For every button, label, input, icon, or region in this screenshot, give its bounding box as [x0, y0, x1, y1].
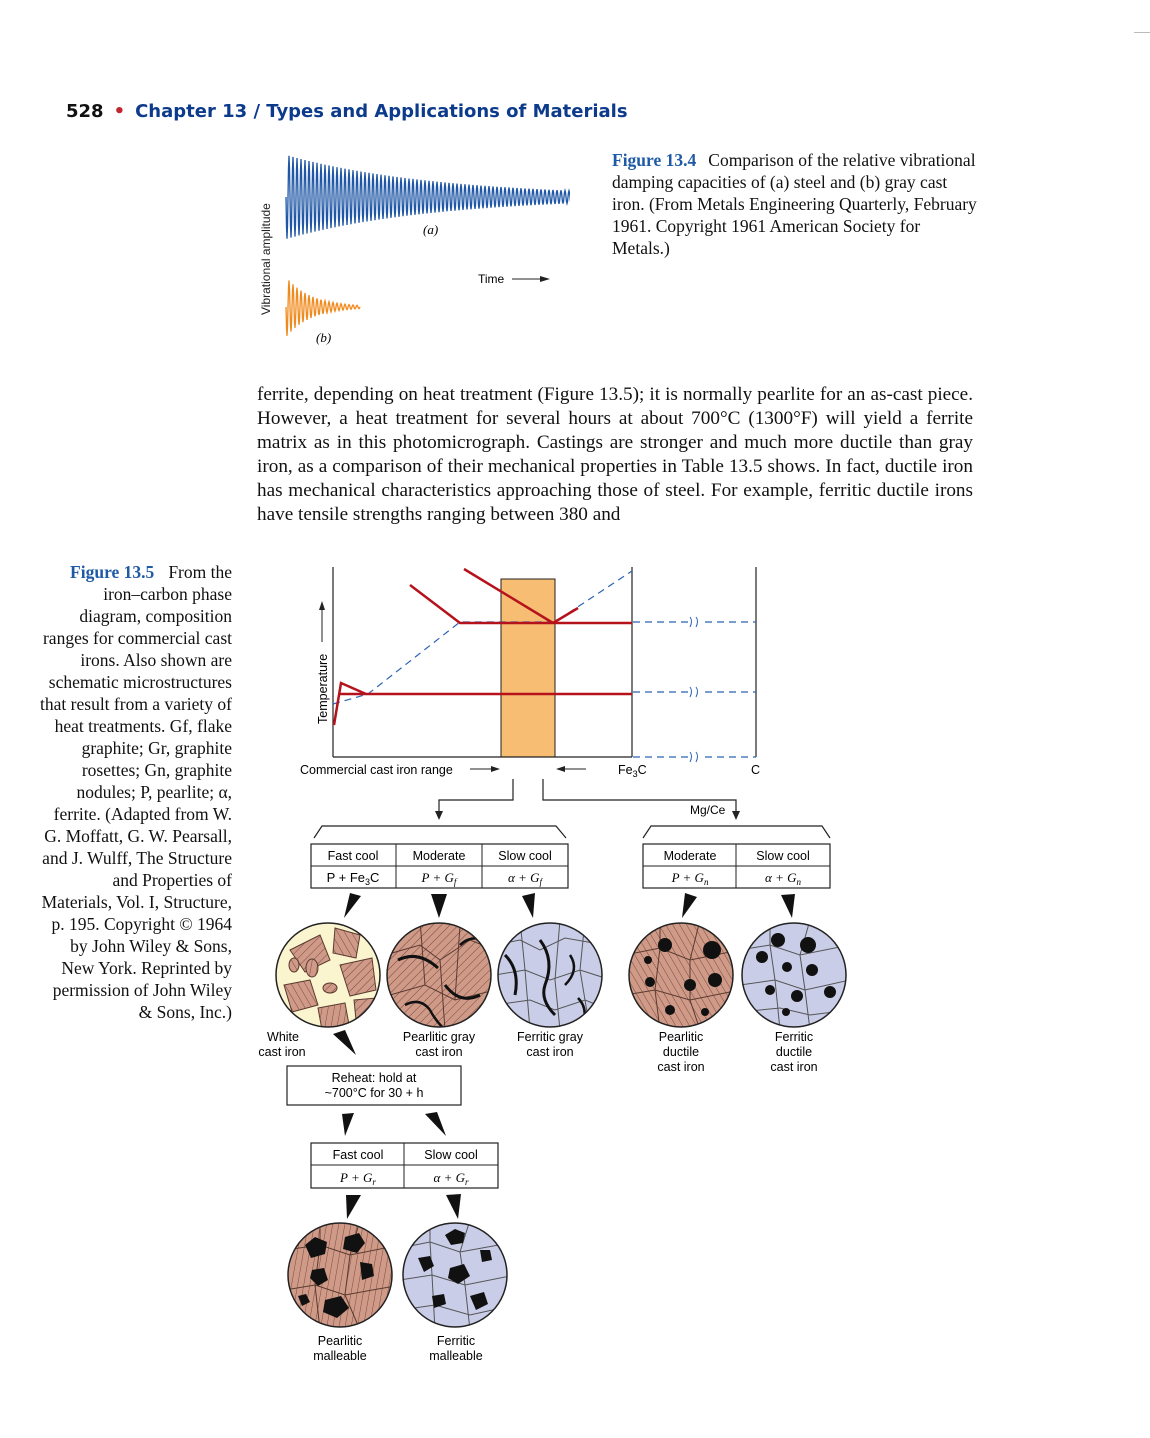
microstructure-ferritic-ductile [741, 922, 847, 1028]
connector-arrowheads [435, 811, 740, 820]
bottom-header-slow: Slow cool [424, 1148, 478, 1162]
cast-iron-range-band [500, 578, 556, 758]
right-header-slow: Slow cool [756, 849, 810, 863]
wedge-pointers [333, 893, 795, 1219]
reheat-line-2: ~700°C for 30 + h [325, 1086, 424, 1100]
label-fduct-3: cast iron [770, 1060, 817, 1074]
microstructure-labels: White cast iron Pearlitic gray cast iron… [258, 1030, 817, 1363]
temperature-label: Temperature [316, 654, 330, 724]
label-pmall-2: malleable [313, 1349, 367, 1363]
left-cell-moderate: P + Gf [421, 870, 458, 887]
right-header-moderate: Moderate [664, 849, 717, 863]
label-pmall-1: Pearlitic [318, 1334, 362, 1348]
label-pduct-2: ductile [663, 1045, 699, 1059]
label-pduct-3: cast iron [657, 1060, 704, 1074]
label-fduct-2: ductile [776, 1045, 812, 1059]
label-fgray-1: Ferritic gray [517, 1030, 584, 1044]
phase-lines [332, 567, 632, 726]
fig4-label-b: (b) [316, 330, 331, 345]
fig4-y-axis-label: Vibrational amplitude [259, 203, 273, 315]
page-corner-mark [1134, 32, 1150, 33]
microstructure-pearlitic-gray [386, 922, 492, 1028]
phase-diagram: Temperature Commercial cast iron range F… [300, 567, 760, 779]
label-pduct-1: Pearlitic [659, 1030, 703, 1044]
figure-13-5-diagram: Temperature Commercial cast iron range F… [258, 567, 847, 1363]
microstructure-white-cast-iron [275, 922, 381, 1028]
label-white-2: cast iron [258, 1045, 305, 1059]
range-arrows [470, 766, 586, 772]
label-fmall-1: Ferritic [437, 1334, 475, 1348]
steel-waveform [285, 155, 570, 239]
label-pgray-1: Pearlitic gray [403, 1030, 476, 1044]
time-arrow [512, 276, 550, 282]
page-number: 528 [66, 101, 104, 122]
cooling-table-right: Moderate Slow cool P + Gn α + Gn [642, 843, 831, 889]
figure-13-5-caption: Figure 13.5 From the iron–carbon phase di… [40, 561, 232, 1023]
left-cell-slow: α + Gf [508, 870, 543, 887]
label-white-1: White [267, 1030, 299, 1044]
fig4-time-label: Time [478, 272, 505, 286]
chapter-title: Types and Applications of Materials [266, 101, 628, 122]
cast-iron-range-label: Commercial cast iron range [300, 763, 453, 777]
header-separator: / [253, 101, 261, 122]
left-header-slow: Slow cool [498, 849, 552, 863]
label-fgray-2: cast iron [526, 1045, 573, 1059]
running-header: 528 • Chapter 13 / Types and Applications … [66, 101, 628, 122]
left-header-fast: Fast cool [328, 849, 379, 863]
label-fmall-2: malleable [429, 1349, 483, 1363]
right-cell-slow: α + Gn [765, 870, 801, 887]
figure-13-4-plot: Vibrational amplitude (a) Time (b) [259, 155, 570, 345]
connector-lines [313, 779, 831, 839]
figure-13-5-label: Figure 13.5 [70, 562, 155, 582]
reheat-box: Reheat: hold at ~700°C for 30 + h [286, 1065, 462, 1106]
reheat-line-1: Reheat: hold at [332, 1071, 417, 1085]
figure-13-4-caption: Figure 13.4 Comparison of the relative vi… [612, 149, 977, 259]
bottom-cell-slow: α + Gr [434, 1170, 469, 1187]
chapter-number: Chapter 13 [135, 101, 248, 122]
body-paragraph: ferrite, depending on heat treatment (Fi… [257, 384, 973, 525]
cooling-table-left: Fast cool Moderate Slow cool P + Fe3C P … [310, 843, 569, 889]
gray-iron-waveform [285, 280, 361, 336]
label-pgray-2: cast iron [415, 1045, 462, 1059]
header-bullet: • [113, 101, 126, 122]
left-header-moderate: Moderate [413, 849, 466, 863]
figure-13-4-caption-text: Comparison of the relative vibrational d… [612, 150, 977, 258]
steel-damping-curve [285, 155, 570, 239]
gray-iron-damping-curve [285, 280, 361, 336]
axis-break-marks [688, 615, 700, 764]
label-fduct-1: Ferritic [775, 1030, 813, 1044]
fig4-label-a: (a) [423, 222, 438, 237]
temperature-axis: Temperature [316, 601, 330, 724]
cooling-table-bottom: Fast cool Slow cool P + Gr α + Gr [310, 1142, 499, 1189]
figure-13-5-caption-text: From the iron–carbon phase diagram, comp… [40, 562, 232, 1022]
figure-13-4-label: Figure 13.4 [612, 150, 697, 170]
fe3c-label: Fe3C [618, 763, 647, 779]
microstructure-ferritic-gray [497, 922, 603, 1028]
left-cell-fast: P + Fe3C [327, 870, 380, 887]
microstructure-ferritic-malleable [402, 1222, 508, 1328]
right-cell-moderate: P + Gn [671, 870, 709, 887]
bottom-header-fast: Fast cool [333, 1148, 384, 1162]
bottom-cell-fast: P + Gr [339, 1170, 376, 1187]
microstructure-pearlitic-ductile [628, 922, 734, 1028]
mgce-label: Mg/Ce [690, 803, 726, 817]
carbon-label: C [751, 763, 760, 777]
microstructure-pearlitic-malleable [287, 1222, 393, 1328]
